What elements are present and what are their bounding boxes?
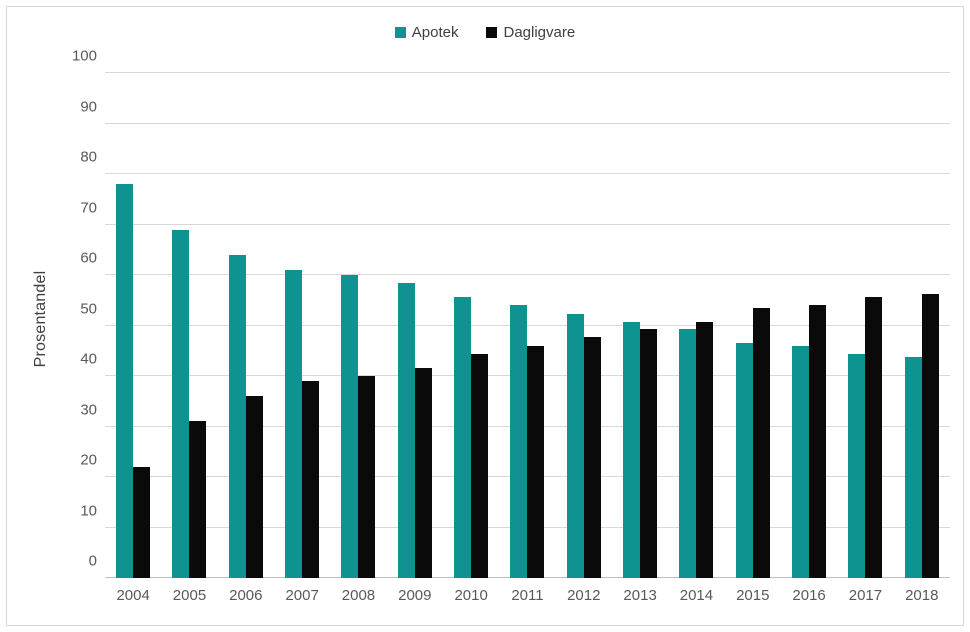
x-tick-label-2016: 2016 [792, 587, 826, 604]
bar-group-2007 [274, 73, 330, 578]
bar-dagligvare-2018 [921, 294, 939, 578]
bar-apotek-2018 [904, 356, 922, 578]
gridline-100 [105, 72, 950, 73]
bar-group-2018 [894, 73, 950, 578]
bar-group-2011 [499, 73, 555, 578]
bar-group-2006 [218, 73, 274, 578]
x-tick-label-2014: 2014 [679, 587, 714, 604]
bar-apotek-2016 [792, 345, 810, 578]
bar-group-2015 [725, 73, 781, 578]
x-tick-label-2015: 2015 [736, 587, 770, 604]
bar-apotek-2010 [454, 296, 472, 578]
x-axis-tick-labels: 2004 2005 2006 2007 2008 2009 2010 2011 2012 2013… [105, 587, 950, 604]
bar-group-2004 [105, 73, 161, 578]
bar-apotek-2011 [510, 305, 528, 578]
y-tick-label-30: 30 [80, 401, 97, 418]
gridline-80 [105, 173, 950, 174]
x-tick-label-2011: 2011 [511, 587, 544, 604]
bar-apotek-2014 [679, 328, 697, 578]
bar-group-2008 [330, 73, 386, 578]
bar-group-2010 [443, 73, 499, 578]
bar-apotek-2012 [566, 313, 584, 578]
gridline-50 [105, 324, 950, 326]
bar-dagligvare-2004 [133, 466, 151, 578]
bar-dagligvare-2007 [302, 381, 320, 578]
bar-apotek-2009 [397, 282, 415, 578]
legend-item-apotek: Apotek [394, 24, 459, 41]
bar-group-2012 [556, 73, 612, 578]
x-tick-label-2005: 2005 [172, 587, 207, 604]
bar-apotek-2013 [623, 322, 641, 578]
y-tick-label-40: 40 [80, 350, 97, 368]
bar-apotek-2005 [172, 229, 190, 578]
x-tick-label-2004: 2004 [116, 587, 150, 604]
x-tick-label-2009: 2009 [398, 587, 432, 604]
bar-dagligvare-2009 [414, 368, 432, 578]
bar-dagligvare-2014 [696, 322, 714, 578]
bar-group-2016 [781, 73, 837, 578]
dagligvare-swatch-icon [486, 27, 498, 38]
x-tick-label-2018: 2018 [905, 587, 939, 604]
y-tick-label-90: 90 [80, 98, 97, 115]
bar-dagligvare-2010 [471, 354, 489, 578]
x-tick-label-2012: 2012 [567, 587, 601, 604]
bar-groups [105, 73, 950, 578]
bar-dagligvare-2015 [752, 307, 770, 578]
y-tick-label-0: 0 [88, 552, 97, 570]
gridline-90 [105, 122, 950, 124]
x-tick-label-2010: 2010 [454, 587, 488, 604]
x-tick-label-2007: 2007 [285, 587, 319, 604]
bar-group-2013 [612, 73, 668, 578]
bar-group-2014 [668, 73, 724, 578]
y-tick-label-20: 20 [80, 451, 97, 469]
bar-dagligvare-2016 [809, 305, 827, 578]
bar-dagligvare-2012 [583, 337, 601, 578]
plot-area [105, 72, 950, 578]
legend-label-dagligvare: Dagligvare [503, 24, 576, 41]
legend-item-dagligvare: Dagligvare [486, 24, 575, 41]
bar-group-2017 [837, 73, 893, 578]
chart-frame: Apotek Dagligvare Prosentandel 0 10 20 30 40… [6, 6, 964, 626]
bar-dagligvare-2011 [527, 345, 545, 578]
bar-group-2009 [387, 73, 443, 578]
bar-dagligvare-2017 [865, 296, 883, 578]
gridline-60 [105, 274, 950, 275]
y-tick-label-10: 10 [80, 502, 97, 519]
bar-dagligvare-2006 [245, 396, 263, 578]
x-tick-label-2017: 2017 [848, 587, 883, 604]
bar-apotek-2006 [228, 254, 246, 578]
chart-legend: Apotek Dagligvare [7, 24, 963, 41]
x-tick-label-2013: 2013 [623, 587, 657, 604]
apotek-swatch-icon [394, 27, 406, 38]
y-tick-label-80: 80 [80, 148, 97, 166]
bar-dagligvare-2013 [640, 328, 658, 578]
y-tick-label-60: 60 [80, 249, 97, 267]
bar-group-2005 [161, 73, 217, 578]
bar-apotek-2007 [285, 269, 303, 578]
y-tick-label-70: 70 [80, 199, 97, 216]
y-tick-label-50: 50 [80, 300, 97, 317]
gridline-70 [105, 223, 950, 225]
bar-dagligvare-2008 [358, 376, 376, 578]
bar-dagligvare-2005 [189, 421, 207, 578]
y-tick-label-100: 100 [71, 47, 97, 65]
bar-apotek-2015 [735, 343, 753, 578]
x-tick-label-2006: 2006 [229, 587, 263, 604]
bar-apotek-2017 [848, 354, 866, 578]
legend-label-apotek: Apotek [411, 24, 459, 41]
bar-apotek-2008 [341, 275, 359, 578]
x-tick-label-2008: 2008 [341, 587, 376, 604]
bar-apotek-2004 [116, 184, 134, 578]
y-axis-tick-labels: 0 10 20 30 40 50 60 70 80 90 100 [7, 48, 97, 578]
